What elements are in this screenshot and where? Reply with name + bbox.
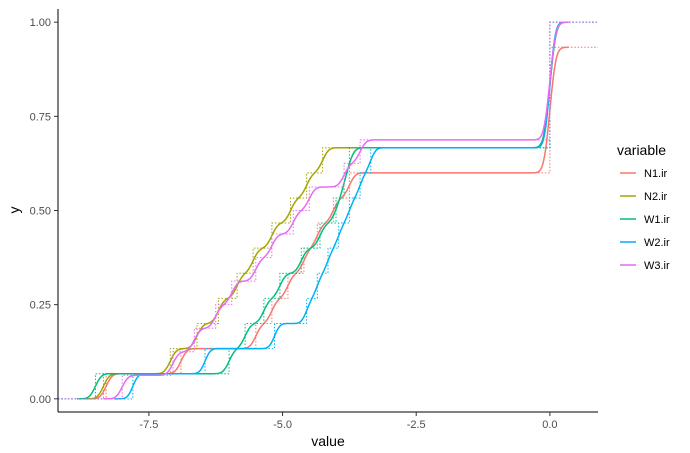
legend-label-w3-ir: W3.ir [644,260,670,272]
y-tick-label: 0.00 [30,394,51,406]
legend-label-w1-ir: W1.ir [644,214,670,226]
y-axis-title: y [6,207,22,214]
legend-item-w3-ir: W3.ir [620,260,670,272]
legend-item-n1-ir: N1.ir [620,168,668,180]
series-step-w1-ir [58,21,598,400]
legend-label-n2-ir: N2.ir [644,191,668,203]
legend-items: N1.ir N2.ir W1.ir W2.ir W3.ir [620,168,670,272]
series-line-w2-ir [114,21,569,400]
y-tick-label: 0.25 [30,300,51,312]
series-step-n2-ir [58,21,598,400]
series-step-w3-ir [58,21,598,400]
series-line-w3-ir [103,21,569,400]
x-tick-label: 0.0 [542,419,557,431]
series-step-w2-ir [58,21,598,400]
legend: variable N1.ir N2.ir W1.ir W2.ir W3.ir [617,142,670,272]
legend-label-w2-ir: W2.ir [644,237,670,249]
legend-item-w1-ir: W1.ir [620,214,670,226]
series-line-n2-ir [84,21,569,400]
y-tick-label: 0.50 [30,206,51,218]
x-tick-label: -2.5 [407,419,426,431]
series-line-w1-ir [76,21,569,400]
legend-title: variable [617,142,666,158]
y-tick-label: 1.00 [30,17,51,29]
legend-item-w2-ir: W2.ir [620,237,670,249]
legend-label-n1-ir: N1.ir [644,168,668,180]
y-tick-label: 0.75 [30,111,51,123]
axes: -7.5 -5.0 -2.5 0.0 0.00 0.25 0.50 0.75 1.00 [30,9,598,431]
x-tick-label: -7.5 [139,419,158,431]
x-tick-label: -5.0 [273,419,292,431]
x-axis-title: value [311,433,345,449]
series-layer [58,21,598,400]
legend-item-n2-ir: N2.ir [620,191,668,203]
